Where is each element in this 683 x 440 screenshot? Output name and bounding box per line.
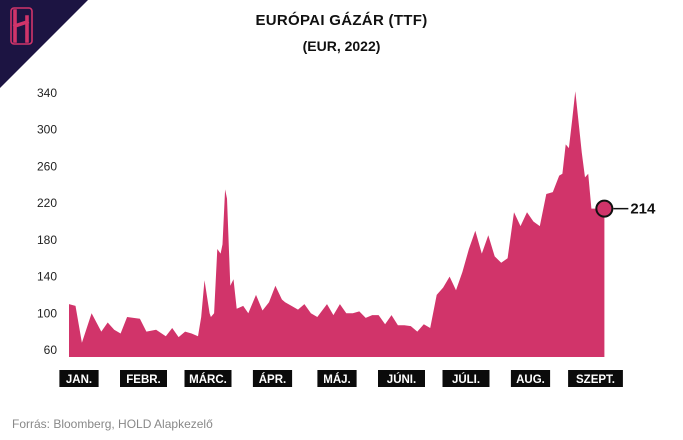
y-tick-label: 340 (37, 86, 57, 100)
chart-subtitle: (EUR, 2022) (302, 38, 381, 54)
y-tick-label: 180 (37, 233, 57, 247)
x-tick-label: JAN. (66, 374, 92, 386)
x-tick-label: MÁJ. (323, 373, 350, 386)
y-tick-label: 260 (37, 159, 57, 173)
callout-value: 214 (630, 201, 656, 218)
y-tick-label: 100 (37, 306, 57, 320)
x-tick-label: AUG. (516, 374, 545, 386)
month-label-box (568, 370, 623, 387)
hold-logo-icon (10, 7, 33, 45)
month-label-box (252, 370, 293, 387)
month-label-box (317, 370, 357, 387)
month-label-box (120, 370, 167, 387)
corner-banner (0, 0, 88, 88)
month-label-box (59, 370, 99, 387)
x-tick-label: SZEPT. (576, 374, 615, 386)
source-note: Forrás: Bloomberg, HOLD Alapkezelő (12, 417, 213, 431)
series-area (69, 91, 605, 357)
x-tick-label: JÚNI. (387, 373, 416, 386)
callout-marker (595, 199, 614, 218)
x-tick-label: FEBR. (126, 374, 161, 386)
month-label-box (378, 370, 425, 387)
y-tick-label: 300 (37, 123, 57, 137)
y-tick-label: 60 (44, 343, 58, 357)
month-label-box (184, 370, 232, 387)
x-tick-label: JÚLI. (452, 373, 480, 386)
month-label-box (510, 370, 551, 387)
x-tick-label: MÁRC. (189, 373, 227, 386)
month-label-box (442, 370, 490, 387)
chart-title: EURÓPAI GÁZÁR (TTF) (255, 12, 428, 29)
y-tick-label: 220 (37, 196, 57, 210)
y-tick-label: 140 (37, 270, 57, 284)
x-tick-label: ÁPR. (259, 373, 286, 386)
